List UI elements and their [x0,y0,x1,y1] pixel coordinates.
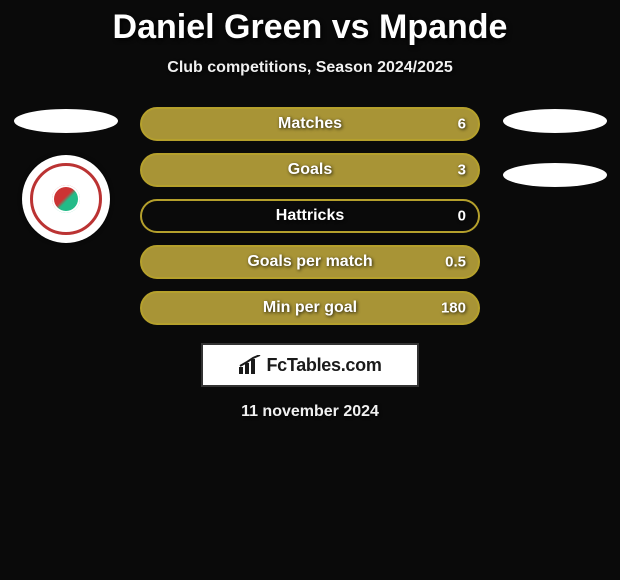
stat-bar: Min per goal 180 [140,291,480,325]
stat-bar: Goals 3 [140,153,480,187]
club-badge-ball-icon [52,185,80,213]
stat-bar: Hattricks 0 [140,199,480,233]
stat-label: Hattricks [276,207,344,225]
stats-bar-list: Matches 6 Goals 3 Hattricks 0 Goals per match 0… [140,107,480,325]
stat-label: Goals per match [247,253,372,271]
stat-label: Matches [278,115,342,133]
stat-value-p2: 3 [458,162,466,179]
club-badge-ring [30,163,102,235]
stat-bar: Matches 6 [140,107,480,141]
stat-value-p2: 0 [458,208,466,225]
date-line: 11 november 2024 [0,403,620,421]
stat-label: Min per goal [263,299,357,317]
stat-value-p2: 180 [441,300,466,317]
player2-column [497,107,612,187]
brand-box[interactable]: FcTables.com [201,343,419,387]
stat-label: Goals [288,161,332,179]
player1-column [8,107,123,243]
page-title: Daniel Green vs Mpande [0,0,620,47]
brand-text: FcTables.com [266,355,381,376]
brand-chart-icon [238,355,262,375]
subtitle: Club competitions, Season 2024/2025 [0,59,620,77]
player2-club-ellipse [503,163,607,187]
player2-name-ellipse [503,109,607,133]
main-layout: Matches 6 Goals 3 Hattricks 0 Goals per match 0… [0,107,620,325]
stat-value-p2: 0.5 [445,254,466,271]
player1-name-ellipse [14,109,118,133]
player1-club-badge [22,155,110,243]
stat-bar: Goals per match 0.5 [140,245,480,279]
stat-value-p2: 6 [458,116,466,133]
